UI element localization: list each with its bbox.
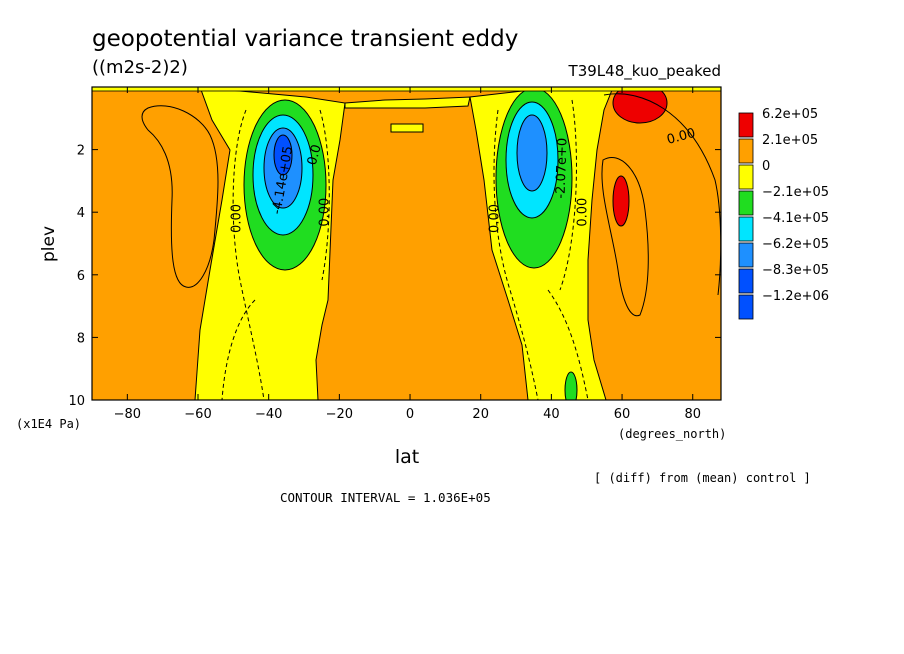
x-tick-label: 60 xyxy=(614,407,631,422)
red-patch-top xyxy=(612,87,668,124)
chart-title: geopotential variance transient eddy xyxy=(92,26,518,52)
x-tick-label: −40 xyxy=(255,407,282,422)
x-tick-label: 80 xyxy=(684,407,701,422)
legend-label: −4.1e+05 xyxy=(762,211,829,226)
x-axis-units: (degrees_north) xyxy=(618,427,726,441)
contour-label: 0.00 xyxy=(318,198,333,227)
red-patch-mid xyxy=(612,175,630,227)
legend-swatch xyxy=(738,216,754,242)
legend-swatch xyxy=(738,190,754,216)
y-axis-units: (x1E4 Pa) xyxy=(16,417,81,431)
y-tick-label: 6 xyxy=(77,269,85,284)
legend-swatch xyxy=(738,268,754,294)
y-tick-label: 2 xyxy=(77,144,85,159)
x-tick-label: −60 xyxy=(184,407,211,422)
y-axis-ticks: 2 4 6 8 10 xyxy=(68,144,721,409)
legend-swatch xyxy=(738,138,754,164)
x-axis-label: lat xyxy=(395,446,419,468)
south-blue xyxy=(273,134,293,176)
legend-label: 6.2e+05 xyxy=(762,107,818,122)
x-tick-label: 20 xyxy=(472,407,489,422)
run-name: T39L48_kuo_peaked xyxy=(568,62,721,81)
chart-units: ((m2s-2)2) xyxy=(92,57,188,78)
legend-swatch xyxy=(738,112,754,138)
legend-label: −6.2e+05 xyxy=(762,237,829,252)
diff-note: [ (diff) from (mean) control ] xyxy=(594,471,811,485)
y-axis-label: plev xyxy=(39,226,59,262)
yellow-small-patch xyxy=(390,123,424,133)
colorbar-legend: 6.2e+05 2.1e+05 0 −2.1e+05 −4.1e+05 −6.2e+05 −… xyxy=(738,107,829,320)
legend-swatch xyxy=(738,294,754,320)
dashed-south-2 xyxy=(319,109,330,281)
top-strip xyxy=(92,87,721,92)
contour-label: 0.0 xyxy=(305,143,325,167)
dashed-south-3 xyxy=(221,299,256,400)
dashed-north-1 xyxy=(493,109,539,400)
plot-area: 0.00 0.00-4.14e+05 0.00.00-2.07e+00.000.00 xyxy=(92,87,721,400)
x-tick-label: 0 xyxy=(406,407,414,422)
y-tick-label: 4 xyxy=(77,206,85,221)
legend-label: −1.2e+06 xyxy=(762,289,829,304)
background-field-orange xyxy=(92,87,721,400)
legend-label: 0 xyxy=(762,159,770,174)
legend-swatch xyxy=(738,242,754,268)
y-tick-label: 8 xyxy=(77,331,85,346)
dashed-north-3 xyxy=(547,289,589,400)
contour-label: 0.00 xyxy=(229,204,244,233)
green-bottom-patch xyxy=(564,371,578,400)
legend-label: −2.1e+05 xyxy=(762,185,829,200)
legend-swatch xyxy=(738,164,754,190)
x-tick-label: −80 xyxy=(114,407,141,422)
legend-label: 2.1e+05 xyxy=(762,133,818,148)
dashed-north-2 xyxy=(559,99,577,291)
x-tick-label: 40 xyxy=(543,407,560,422)
contour-sw xyxy=(141,105,219,288)
legend-label: −8.3e+05 xyxy=(762,263,829,278)
x-axis-ticks: −80 −60 −40 −20 0 20 40 60 80 xyxy=(114,87,701,422)
y-tick-label: 10 xyxy=(68,394,85,409)
contour-label: 0.00 xyxy=(487,204,502,233)
x-tick-label: −20 xyxy=(326,407,353,422)
contour-label: 0.00 xyxy=(576,198,591,227)
plot-frame xyxy=(91,86,722,401)
contour-interval: CONTOUR INTERVAL = 1.036E+05 xyxy=(280,490,491,505)
contour-label: 0.00 xyxy=(665,126,697,148)
north-lightblue xyxy=(516,114,548,192)
contour-ne xyxy=(601,157,649,317)
contour-label: -2.07e+0 xyxy=(553,138,570,199)
yellow-top-center xyxy=(344,96,471,109)
dashed-south-1 xyxy=(232,109,265,400)
